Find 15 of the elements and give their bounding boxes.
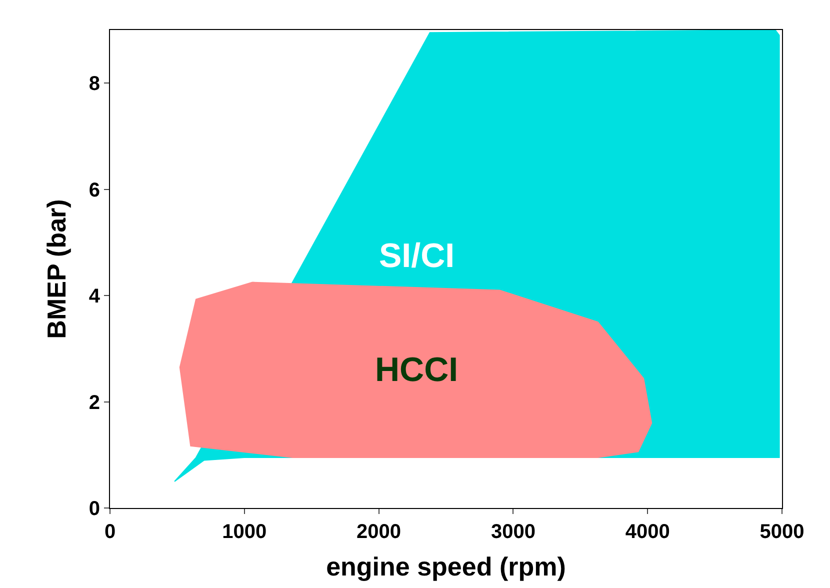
x-tick-label: 3000 xyxy=(490,521,536,543)
y-axis-title: BMEP (bar) xyxy=(41,199,72,339)
y-tick-label: 2 xyxy=(88,392,100,414)
x-axis-title: engine speed (rpm) xyxy=(326,552,566,582)
y-tick-label: 0 xyxy=(88,498,100,520)
series-label: SI/CI xyxy=(379,237,455,275)
x-tick-label: 5000 xyxy=(760,521,804,543)
x-tick-label: 2000 xyxy=(356,521,402,543)
y-tick-label: 8 xyxy=(88,73,100,96)
y-tick-label: 4 xyxy=(88,286,101,308)
x-tick-label: 4000 xyxy=(625,521,670,543)
y-tick-label: 6 xyxy=(88,179,100,202)
x-tick-label: 1000 xyxy=(222,521,267,543)
series-label: HCCI xyxy=(375,351,458,389)
x-tick-label: 0 xyxy=(104,521,116,543)
